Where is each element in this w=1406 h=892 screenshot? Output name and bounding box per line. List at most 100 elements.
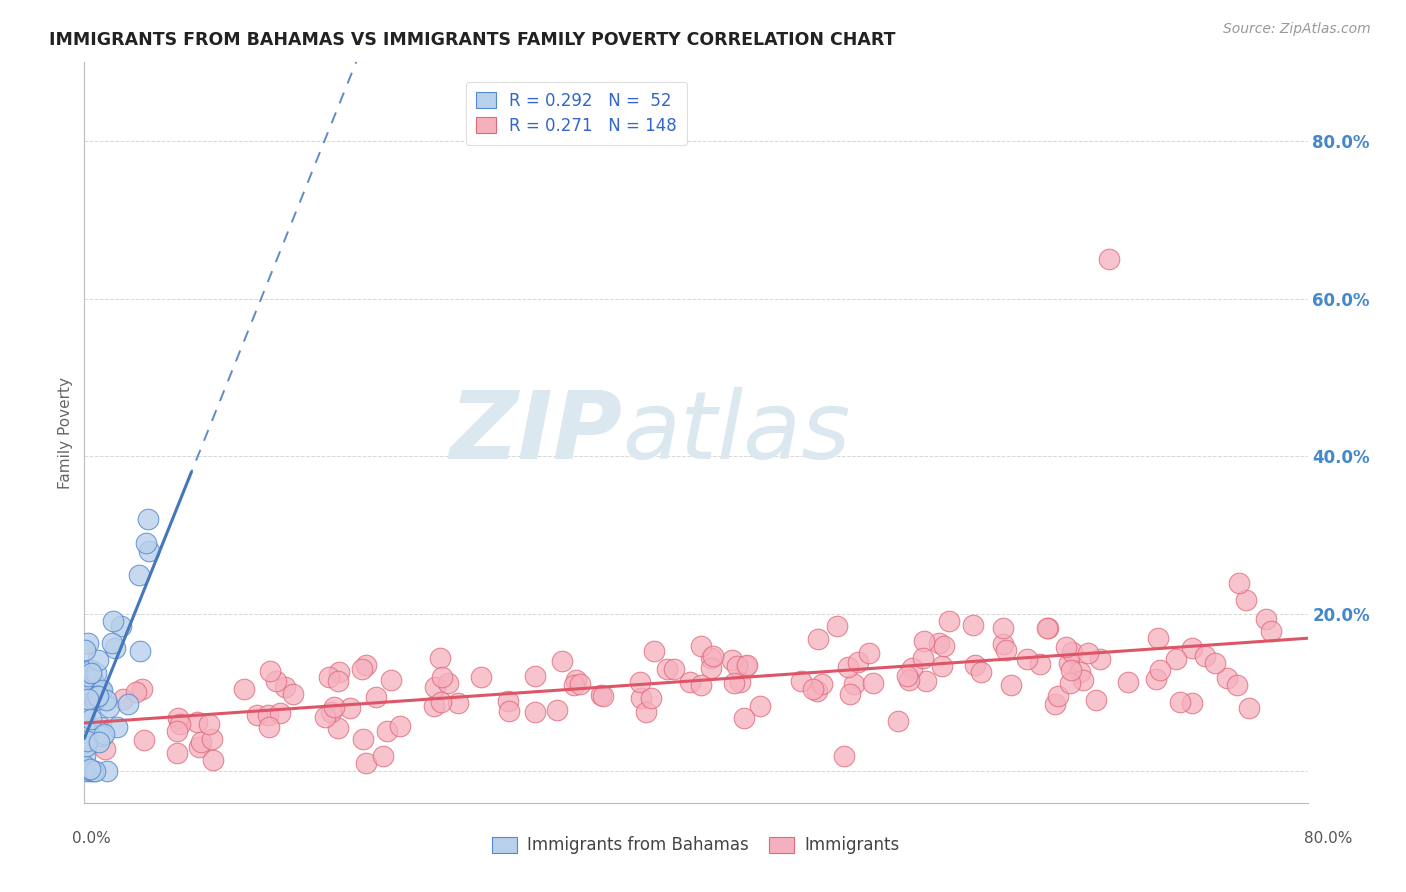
Point	[128, 568, 150, 582]
Point	[447, 696, 470, 710]
Point	[1038, 622, 1060, 636]
Point	[389, 719, 412, 733]
Point	[1069, 665, 1091, 679]
Point	[169, 717, 191, 731]
Point	[524, 669, 547, 683]
Point	[138, 543, 160, 558]
Point	[550, 654, 572, 668]
Point	[790, 673, 813, 688]
Point	[1073, 673, 1095, 688]
Point	[423, 680, 446, 694]
Point	[898, 673, 921, 687]
Point	[862, 676, 884, 690]
Point	[995, 643, 1018, 657]
Point	[77, 663, 100, 677]
Legend: Immigrants from Bahamas, Immigrants: Immigrants from Bahamas, Immigrants	[486, 830, 905, 861]
Point	[76, 636, 98, 650]
Point	[375, 724, 398, 739]
Point	[90, 684, 112, 698]
Point	[1181, 696, 1204, 710]
Point	[1234, 592, 1257, 607]
Point	[166, 723, 188, 738]
Point	[90, 683, 112, 698]
Point	[84, 764, 107, 779]
Point	[524, 706, 547, 720]
Point	[80, 764, 103, 779]
Point	[1046, 690, 1069, 704]
Point	[93, 742, 115, 756]
Point	[80, 763, 103, 777]
Point	[77, 691, 100, 706]
Point	[1028, 657, 1050, 672]
Point	[314, 709, 336, 723]
Point	[97, 700, 120, 714]
Point	[87, 735, 110, 749]
Point	[720, 653, 742, 667]
Point	[167, 711, 190, 725]
Point	[1088, 652, 1111, 666]
Point	[928, 636, 950, 650]
Point	[354, 658, 377, 673]
Point	[470, 670, 492, 684]
Point	[1216, 671, 1239, 685]
Point	[546, 703, 568, 717]
Point	[689, 640, 711, 654]
Point	[1098, 252, 1121, 267]
Point	[1017, 652, 1039, 666]
Point	[274, 680, 297, 694]
Point	[96, 764, 118, 779]
Point	[134, 733, 156, 747]
Point	[352, 731, 374, 746]
Point	[135, 536, 157, 550]
Point	[839, 687, 862, 701]
Point	[76, 764, 98, 779]
Point	[931, 659, 953, 673]
Point	[1054, 640, 1077, 655]
Point	[110, 619, 132, 633]
Point	[283, 687, 305, 701]
Point	[735, 657, 758, 672]
Point	[723, 676, 745, 690]
Point	[657, 662, 679, 676]
Point	[200, 732, 222, 747]
Point	[430, 671, 453, 685]
Point	[565, 673, 588, 688]
Point	[87, 724, 110, 739]
Point	[938, 614, 960, 628]
Point	[128, 644, 150, 658]
Point	[83, 691, 105, 706]
Point	[498, 704, 520, 718]
Point	[1057, 656, 1080, 670]
Point	[75, 739, 97, 753]
Point	[423, 698, 446, 713]
Y-axis label: Family Poverty: Family Poverty	[58, 376, 73, 489]
Point	[73, 706, 96, 721]
Point	[100, 636, 122, 650]
Point	[1043, 697, 1066, 711]
Point	[679, 675, 702, 690]
Point	[991, 637, 1014, 651]
Point	[77, 723, 100, 738]
Point	[112, 692, 135, 706]
Point	[1227, 576, 1250, 591]
Point	[1237, 700, 1260, 714]
Text: atlas: atlas	[623, 387, 851, 478]
Point	[246, 708, 269, 723]
Point	[643, 643, 665, 657]
Point	[90, 682, 112, 697]
Point	[350, 662, 373, 676]
Point	[104, 640, 127, 655]
Point	[725, 658, 748, 673]
Point	[991, 621, 1014, 635]
Text: 80.0%: 80.0%	[1305, 831, 1353, 846]
Point	[591, 688, 613, 702]
Point	[101, 614, 124, 628]
Point	[339, 701, 361, 715]
Point	[77, 669, 100, 683]
Point	[887, 714, 910, 728]
Point	[257, 707, 280, 722]
Point	[1147, 632, 1170, 646]
Point	[80, 712, 103, 726]
Point	[82, 764, 104, 779]
Point	[569, 677, 592, 691]
